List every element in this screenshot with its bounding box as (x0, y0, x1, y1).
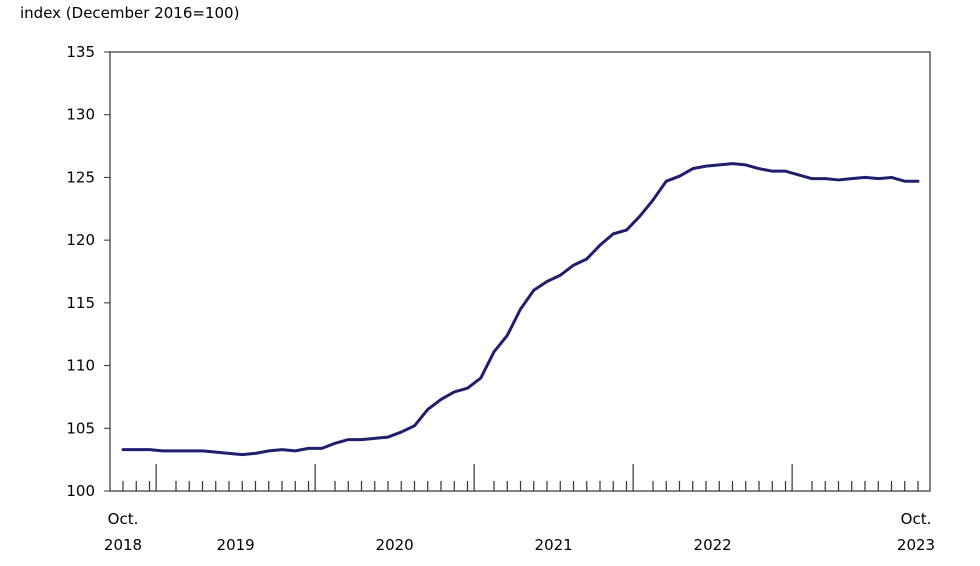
x-end-month-label: Oct. (901, 510, 932, 528)
x-start-month-label: Oct. (108, 510, 139, 528)
x-start-year-label: 2018 (104, 536, 142, 554)
plot-frame (109, 51, 931, 492)
x-end-year-label: 2023 (897, 536, 935, 554)
y-tick-label: 110 (66, 357, 95, 375)
x-axis-ticks (122, 464, 919, 491)
y-tick-label: 100 (66, 482, 95, 500)
series-line (121, 162, 920, 457)
y-tick-label: 115 (66, 294, 95, 312)
y-tick-label: 105 (66, 419, 95, 437)
x-axis-labels: Oct. 2018 Oct. 2023 2019 2020 2021 2022 (104, 510, 935, 554)
y-tick-label: 130 (66, 106, 95, 124)
x-year-label: 2020 (376, 536, 414, 554)
y-axis-label: index (December 2016=100) (20, 4, 239, 22)
y-tick-label: 125 (66, 168, 95, 186)
x-year-label: 2022 (694, 536, 732, 554)
y-tick-label: 135 (66, 43, 95, 61)
y-axis-ticks: 100 105 110 115 120 125 130 135 (66, 43, 110, 500)
y-tick-label: 120 (66, 231, 95, 249)
x-year-label: 2019 (217, 536, 255, 554)
x-year-label: 2021 (535, 536, 573, 554)
